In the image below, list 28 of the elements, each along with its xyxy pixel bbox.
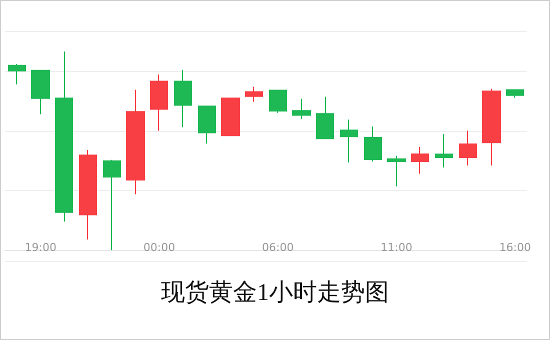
candlestick	[435, 134, 453, 168]
candlestick	[364, 126, 382, 162]
candlestick	[103, 159, 121, 251]
candlestick	[31, 70, 50, 115]
candlestick	[387, 155, 406, 187]
text: 现货黄金1小时走势图	[161, 280, 389, 306]
candlestick	[340, 119, 358, 163]
candlestick	[316, 96, 334, 140]
candlestick	[245, 86, 263, 102]
candlestick	[292, 98, 311, 120]
x-tick-label: 11:00	[380, 241, 412, 254]
candlestick	[126, 89, 145, 195]
x-tick-label: 00:00	[143, 241, 176, 254]
candlestick	[459, 130, 477, 166]
candlestick	[174, 69, 192, 128]
candlestick	[411, 146, 429, 174]
x-tick-label: 16:00	[499, 241, 531, 254]
candlestick	[221, 98, 240, 136]
candlestick	[150, 74, 168, 132]
candlestick	[8, 63, 26, 85]
x-tick-label: 19:00	[24, 241, 56, 254]
candlestick	[269, 90, 287, 114]
x-tick-label: 06:00	[262, 241, 294, 254]
candlestick	[79, 149, 97, 240]
candlestick	[482, 88, 501, 166]
candlestick	[55, 50, 73, 222]
candlestick	[506, 89, 524, 98]
candlestick	[198, 106, 216, 144]
